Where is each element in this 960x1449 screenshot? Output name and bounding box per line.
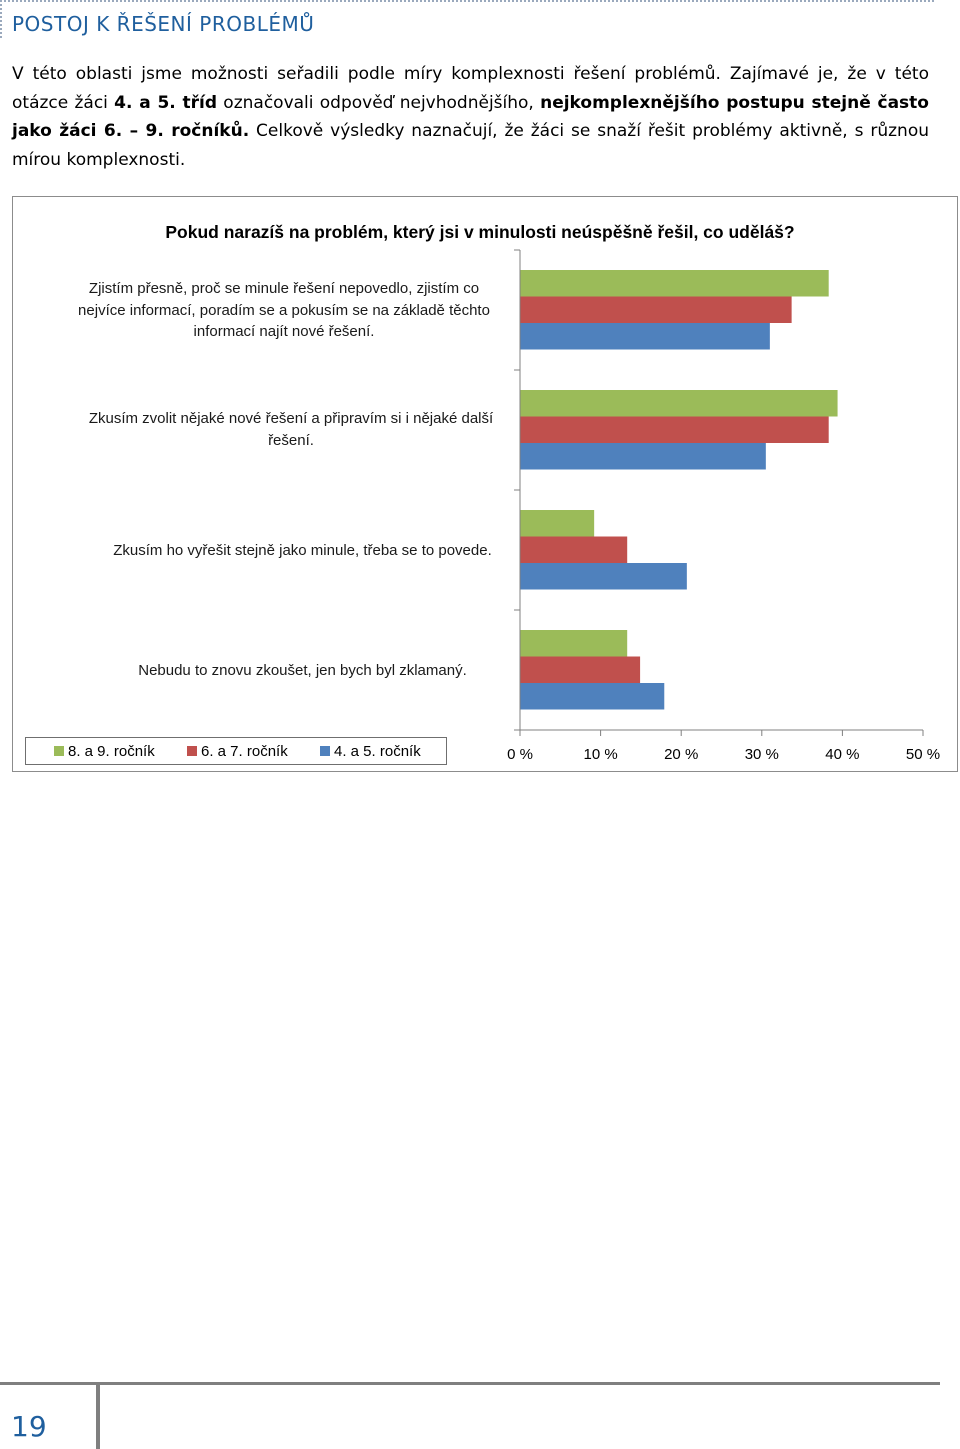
x-tick-label-5: 50 % <box>906 746 940 763</box>
bar-1-series-1 <box>520 270 829 297</box>
chart-legend: 8. a 9. ročník 6. a 7. ročník 4. a 5. ro… <box>25 737 447 765</box>
legend-label-6-7: 6. a 7. ročník <box>201 743 288 760</box>
legend-swatch-green <box>54 746 64 756</box>
category-label-2: Zkusím zvolit nějaké nové řešení a připr… <box>88 410 494 449</box>
bar-2-series-2 <box>520 416 829 443</box>
footer-rule <box>0 1382 940 1385</box>
bar-3-series-1 <box>520 510 595 537</box>
category-label-3: Zkusím ho vyřešit stejně jako minule, tř… <box>113 542 492 559</box>
x-tick-label-4: 40 % <box>825 746 859 763</box>
category-label-4: Nebudu to znovu zkoušet, jen bych byl zk… <box>138 662 467 679</box>
intro-bold-2: nejkomplexnějšího postupu stejně často j… <box>12 92 929 142</box>
bar-4-series-2 <box>520 656 641 683</box>
bar-chart: 0 % 10 % 20 % 30 % 40 % 50 % <box>507 249 940 763</box>
x-tick-label-1: 10 % <box>583 746 617 763</box>
legend-swatch-blue <box>320 746 330 756</box>
bar-2-series-1 <box>520 390 838 417</box>
bar-4-series-1 <box>520 630 628 657</box>
intro-paragraph: V této oblasti jsme možnosti seřadili po… <box>12 60 929 174</box>
intro-text-2: označovali odpověď nejvhodnějšího, <box>217 92 541 113</box>
x-tick-label-3: 30 % <box>745 746 779 763</box>
section-heading-text: POSTOJ K ŘEŠENÍ PROBLÉMŮ <box>12 12 315 36</box>
bar-2-series-3 <box>520 443 766 470</box>
legend-item-4-5: 4. a 5. ročník <box>320 743 421 760</box>
chart-title: Pokud narazíš na problém, který jsi v mi… <box>165 222 795 242</box>
page-number: 19 <box>11 1410 47 1443</box>
category-label-1: Zjistím přesně, proč se minule řešení ne… <box>78 280 490 340</box>
intro-bold-1: 4. a 5. tříd <box>114 92 218 113</box>
bar-1-series-2 <box>520 296 792 323</box>
legend-label-8-9: 8. a 9. ročník <box>68 743 155 760</box>
intro-text-1: V této oblasti jsme možnosti seřadili po… <box>12 64 929 113</box>
intro-text-3: Celkově výsledky naznačují, že žáci se s… <box>12 121 929 170</box>
bar-3-series-3 <box>520 563 687 590</box>
section-heading: POSTOJ K ŘEŠENÍ PROBLÉMŮ <box>0 0 934 38</box>
x-tick-label-0: 0 % <box>507 746 533 763</box>
bar-4-series-3 <box>520 683 665 710</box>
legend-label-4-5: 4. a 5. ročník <box>334 743 421 760</box>
bar-1-series-3 <box>520 323 770 350</box>
legend-item-8-9: 8. a 9. ročník <box>54 743 155 760</box>
x-tick-label-2: 20 % <box>664 746 698 763</box>
footer-divider <box>96 1384 100 1449</box>
bar-3-series-2 <box>520 536 628 563</box>
legend-item-6-7: 6. a 7. ročník <box>187 743 288 760</box>
legend-swatch-red <box>187 746 197 756</box>
